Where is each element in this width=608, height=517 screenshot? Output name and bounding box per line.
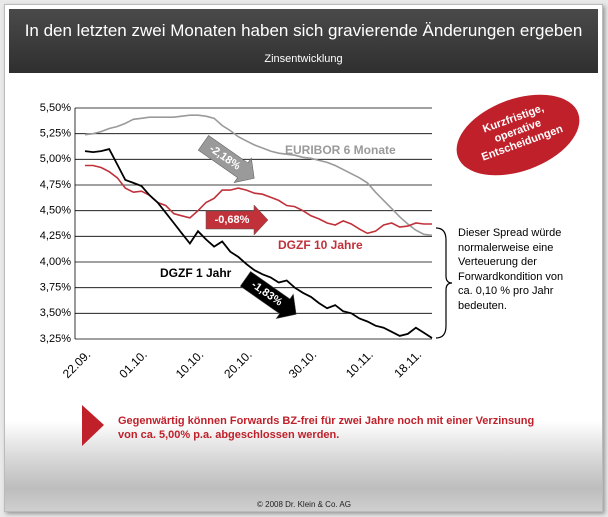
conclusion: Gegenwärtig können Forwards BZ-frei für … [118, 414, 538, 442]
y-tick-label: 3,25% [40, 333, 71, 345]
y-tick-label: 4,50% [40, 205, 71, 217]
y-tick-label: 5,25% [40, 128, 71, 140]
change-arrow: -2,18% [195, 131, 263, 191]
y-tick-label: 4,00% [40, 256, 71, 268]
conclusion-arrow [82, 405, 104, 446]
change-arrow: -0,68% [206, 205, 268, 235]
page: {"header": {"title": "In den letzten zwe… [0, 0, 608, 517]
series-line [85, 149, 432, 338]
y-tick-label: 5,50% [40, 102, 71, 114]
change-label: -0,68% [215, 214, 250, 226]
change-arrow: -1,83% [237, 267, 305, 327]
y-tick-label: 4,25% [40, 230, 71, 242]
spread-brace [436, 228, 452, 338]
x-tick-label: 01.10. [116, 347, 149, 380]
y-tick-label: 3,75% [40, 282, 71, 294]
x-tick-label: 20.10. [221, 347, 254, 380]
y-tick-label: 5,00% [40, 153, 71, 165]
y-tick-label: 4,75% [40, 179, 71, 191]
x-tick-label: 10.11. [343, 347, 376, 380]
x-tick-label: 18.11. [391, 347, 424, 380]
spread-note: Dieser Spread würde normalerweise eine V… [458, 226, 572, 313]
x-tick-label: 30.10. [286, 347, 319, 380]
footer: © 2008 Dr. Klein & Co. AG [0, 500, 608, 509]
x-tick-label: 22.09. [60, 347, 93, 380]
x-tick-label: 10.10. [173, 347, 206, 380]
series-label: DGZF 10 Jahre [278, 238, 363, 252]
y-tick-label: 3,50% [40, 307, 71, 319]
series-label: DGZF 1 Jahr [160, 266, 232, 280]
series-label: EURIBOR 6 Monate [285, 143, 396, 157]
